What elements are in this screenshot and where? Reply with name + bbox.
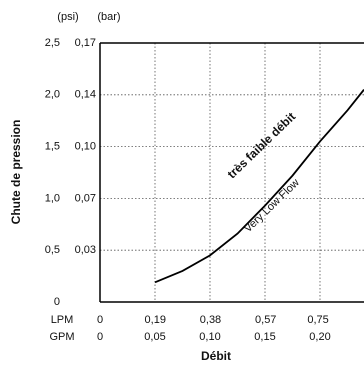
annotation: Very Low Flow [242, 177, 302, 235]
y-tick-label: 1,0 [45, 192, 60, 204]
y-tick-label: 2,5 [45, 37, 60, 49]
y-tick-label: 0,5 [45, 244, 60, 256]
y-tick-label: 2,0 [45, 89, 60, 101]
x-axis-title: Débit [201, 349, 231, 363]
x2-unit: LPM [51, 314, 74, 326]
y2-tick-label: 0,07 [75, 192, 96, 204]
x2-tick-label: 0,75 [307, 314, 328, 326]
y2-tick-label: 0,03 [75, 244, 96, 256]
y-unit: (psi) [57, 11, 78, 23]
curve [154, 89, 364, 284]
y2-tick-label: 0,17 [75, 37, 96, 49]
x-tick-label: 0,20 [309, 331, 330, 343]
annotation: très faible débit [225, 110, 299, 182]
y-axis-title: Chute de pression [9, 120, 23, 225]
x-tick-label: 0,05 [144, 331, 165, 343]
y-tick-label: 0 [54, 296, 60, 308]
y2-unit: (bar) [97, 11, 120, 23]
x-tick-label: 0,10 [199, 331, 220, 343]
x2-tick-label: 0,19 [145, 314, 166, 326]
x-unit: GPM [49, 331, 74, 343]
x-tick-label: 0,15 [254, 331, 275, 343]
y-tick-label: 1,5 [45, 141, 60, 153]
x-tick-label: 0 [97, 331, 103, 343]
x2-tick-label: 0,57 [255, 314, 276, 326]
x2-tick-label: 0,38 [200, 314, 221, 326]
y2-tick-label: 0,14 [75, 89, 96, 101]
x2-tick-label: 0 [97, 314, 103, 326]
y2-tick-label: 0,10 [75, 141, 96, 153]
